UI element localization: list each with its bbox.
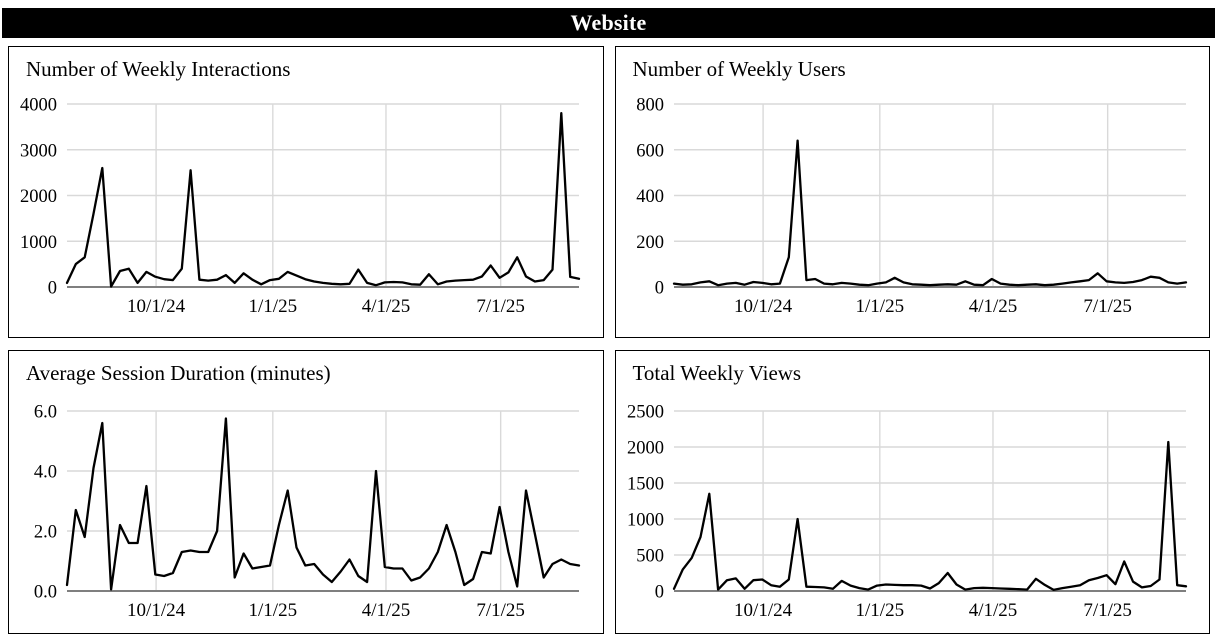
panel-weekly-users: Number of Weekly Users 0 200 400 600 800 10/1… — [614, 46, 1210, 338]
x-tick-label: 1/1/25 — [249, 296, 298, 317]
y-tick-label: 6.0 — [34, 403, 57, 423]
chart-canvas-avg-session-duration: 0.0 2.0 4.0 6.0 10/1/24 1/1/25 4/1/25 7/1/25 — [9, 351, 603, 633]
y-tick-label: 800 — [636, 96, 664, 116]
x-tick-label: 10/1/24 — [734, 600, 793, 621]
y-tick-label: 200 — [636, 233, 664, 253]
chart-title-weekly-interactions: Number of Weekly Interactions — [26, 57, 291, 81]
chart-title-avg-session-duration: Average Session Duration (minutes) — [26, 361, 331, 385]
y-tick-label: 4000 — [20, 96, 57, 116]
y-tick-label: 1000 — [627, 511, 664, 531]
chart-canvas-weekly-users: 0 200 400 600 800 10/1/24 1/1/25 4/1/25 7/1/25 — [616, 47, 1210, 337]
y-tick-label: 0 — [654, 279, 663, 299]
x-tick-label: 4/1/25 — [362, 600, 411, 621]
x-tick-label: 7/1/25 — [1083, 600, 1132, 621]
x-tick-label: 7/1/25 — [1083, 296, 1132, 317]
y-tick-label: 1500 — [627, 475, 664, 495]
dashboard-title: Website — [570, 10, 647, 35]
y-tick-label: 2000 — [20, 187, 57, 207]
y-tick-label: 0.0 — [34, 583, 57, 603]
data-line-avg-session-duration — [65, 417, 581, 591]
chart-canvas-weekly-interactions: 0 1000 2000 3000 4000 10/1/24 1/1/25 4/1/25 7/1/… — [9, 47, 603, 337]
chart-title-total-weekly-views: Total Weekly Views — [632, 361, 802, 385]
x-tick-label: 1/1/25 — [855, 600, 904, 621]
data-line-weekly-interactions — [65, 112, 581, 288]
y-tick-label: 2500 — [627, 403, 664, 423]
dashboard-title-bar: Website — [2, 8, 1215, 38]
x-tick-label: 4/1/25 — [968, 600, 1017, 621]
data-line-total-weekly-views — [672, 440, 1187, 592]
x-tick-label: 10/1/24 — [127, 296, 186, 317]
y-tick-label: 2.0 — [34, 523, 57, 543]
chart-canvas-total-weekly-views: 0 500 1000 1500 2000 2500 10/1/24 1/1/25 4/1/25 7… — [616, 351, 1210, 633]
chart-title-weekly-users: Number of Weekly Users — [632, 57, 846, 81]
panel-total-weekly-views: Total Weekly Views 0 500 1000 1500 2000 2500 1… — [614, 350, 1210, 634]
y-tick-label: 0 — [48, 279, 57, 299]
x-tick-label: 7/1/25 — [476, 600, 525, 621]
y-tick-label: 600 — [636, 141, 664, 161]
y-tick-label: 500 — [636, 547, 664, 567]
x-tick-label: 10/1/24 — [127, 600, 186, 621]
panel-weekly-interactions: Number of Weekly Interactions 0 1000 2000 3… — [8, 46, 604, 338]
y-tick-label: 400 — [636, 187, 664, 207]
y-tick-label: 0 — [654, 583, 663, 603]
x-tick-label: 4/1/25 — [968, 296, 1017, 317]
x-tick-label: 4/1/25 — [362, 296, 411, 317]
data-line-weekly-users — [672, 139, 1187, 287]
x-tick-label: 10/1/24 — [734, 296, 793, 317]
x-tick-label: 7/1/25 — [476, 296, 525, 317]
y-tick-label: 4.0 — [34, 463, 57, 483]
charts-grid: Number of Weekly Interactions 0 1000 2000 3… — [8, 46, 1210, 634]
y-tick-label: 1000 — [20, 233, 57, 253]
y-tick-label: 2000 — [627, 439, 664, 459]
y-tick-label: 3000 — [20, 141, 57, 161]
panel-avg-session-duration: Average Session Duration (minutes) 0.0 2.… — [8, 350, 604, 634]
x-tick-label: 1/1/25 — [249, 600, 298, 621]
x-tick-label: 1/1/25 — [855, 296, 904, 317]
